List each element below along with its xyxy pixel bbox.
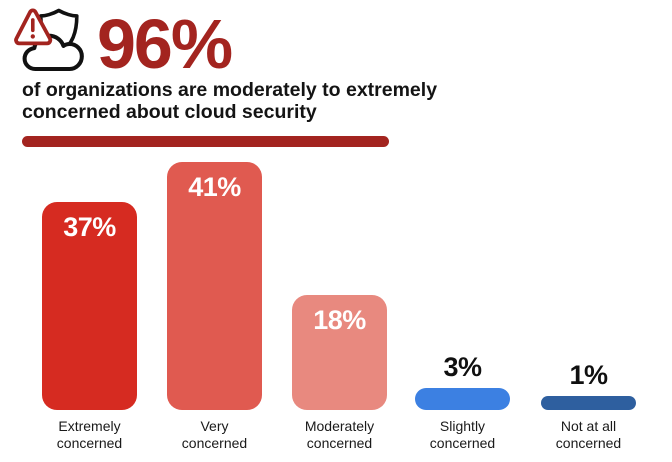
bar-chart: 37% Extremely concerned 41% Very concerned 1… (0, 162, 672, 462)
bar (541, 396, 636, 410)
exclamation-dot (30, 34, 35, 39)
category-label: Slightly concerned (429, 418, 496, 451)
bar-column-4: 3% (415, 162, 510, 410)
headline-subtitle: of organizations are moderately to extre… (22, 79, 438, 123)
bar (415, 388, 510, 410)
bar: 37% (42, 202, 137, 410)
bar-value-label: 1% (569, 360, 608, 390)
bar-column-2: 41% (167, 162, 262, 410)
bar-column-3: 18% (292, 162, 387, 410)
bar-value-label: 37% (63, 212, 116, 242)
category-label: Very concerned (181, 418, 248, 451)
bar-value-label: 18% (313, 305, 366, 335)
category-label: Moderately concerned (304, 418, 375, 451)
bar-value-label: 41% (188, 172, 241, 202)
cloud-security-alert-icon (12, 6, 102, 78)
bar: 18% (292, 295, 387, 410)
bar-column-1: 37% (42, 162, 137, 410)
category-label: Extremely concerned (56, 418, 123, 451)
bar-column-5: 1% (541, 162, 636, 410)
divider-rule (22, 136, 389, 147)
headline-stat: 96% (97, 5, 233, 83)
bar-value-label: 3% (443, 352, 482, 382)
category-label: Not at all concerned (555, 418, 622, 451)
bar: 41% (167, 162, 262, 410)
